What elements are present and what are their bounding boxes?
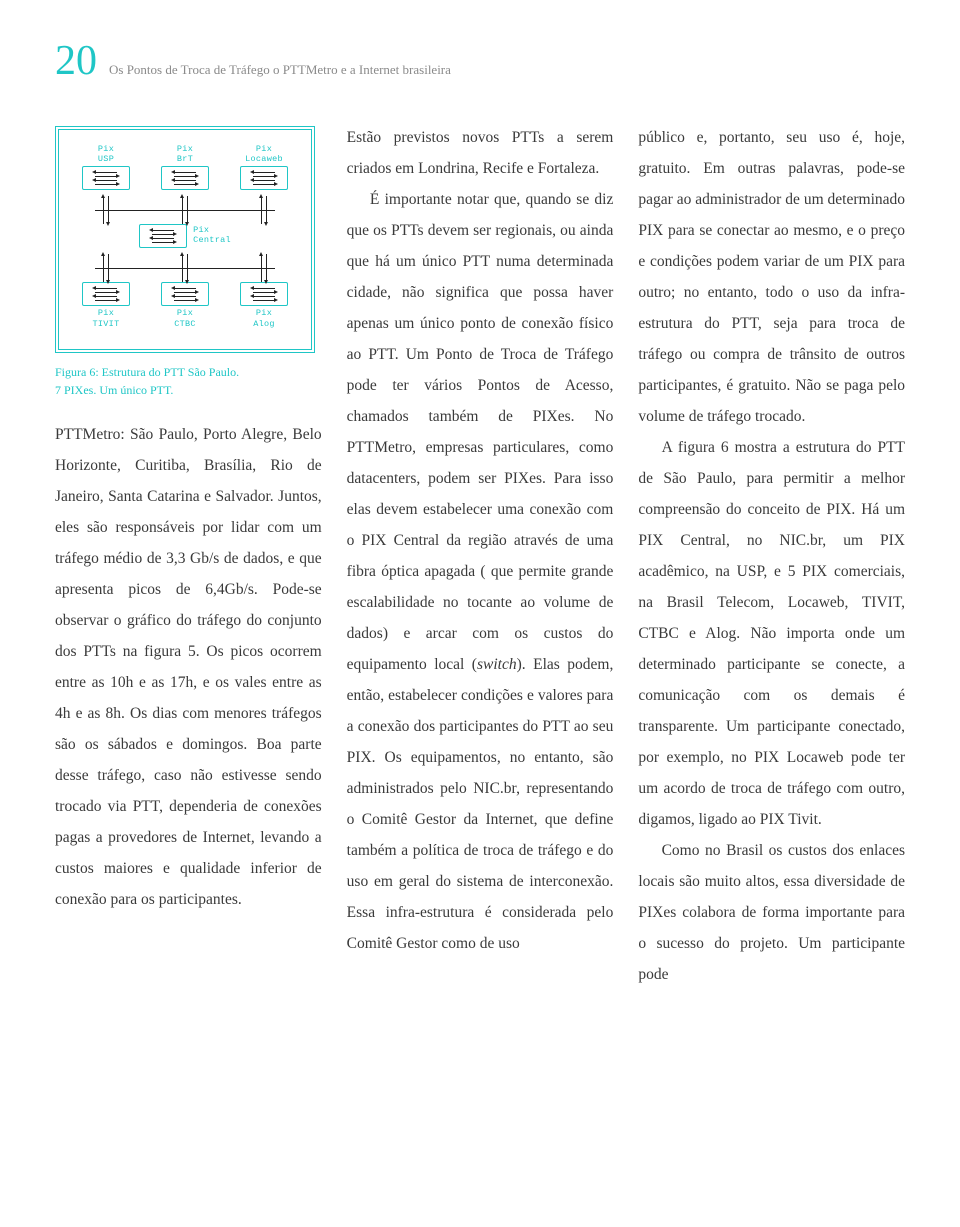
- caption-line-1: Figura 6: Estrutura do PTT São Paulo.: [55, 365, 239, 379]
- diagram-bottom-row: PixTIVIT PixCTBC: [71, 282, 299, 328]
- column-1: PixUSP PixBrT: [55, 122, 322, 990]
- diagram-mid-row: PixCentral: [71, 224, 299, 248]
- page-number: 20: [55, 40, 97, 82]
- pix-label: PixCTBC: [174, 308, 196, 328]
- diagram-connector: [95, 254, 275, 282]
- figure-6-diagram: PixUSP PixBrT: [55, 126, 315, 353]
- pix-node-tivit: PixTIVIT: [71, 282, 141, 328]
- switch-icon: [240, 166, 288, 190]
- switch-icon: [82, 166, 130, 190]
- running-title: Os Pontos de Troca de Tráfego o PTTMetro…: [109, 62, 451, 78]
- col1-paragraph-1: PTTMetro: São Paulo, Porto Alegre, Belo …: [55, 419, 322, 915]
- pix-node-usp: PixUSP: [71, 144, 141, 190]
- caption-line-2: 7 PIXes. Um único PTT.: [55, 383, 173, 397]
- pix-node-central: PixCentral: [139, 224, 231, 248]
- switch-icon: [139, 224, 187, 248]
- pix-label: PixTIVIT: [92, 308, 119, 328]
- switch-icon: [161, 282, 209, 306]
- pix-label: PixAlog: [253, 308, 275, 328]
- diagram-top-row: PixUSP PixBrT: [71, 144, 299, 190]
- pix-label: PixUSP: [98, 144, 114, 164]
- switch-icon: [240, 282, 288, 306]
- col2-paragraph-2: É importante notar que, quando se diz qu…: [347, 184, 614, 959]
- pix-node-brt: PixBrT: [150, 144, 220, 190]
- content-columns: PixUSP PixBrT: [55, 122, 905, 990]
- col2-paragraph-1: Estão previstos novos PTTs a serem criad…: [347, 122, 614, 184]
- col3-paragraph-2: A figura 6 mostra a estrutura do PTT de …: [638, 432, 905, 835]
- column-3: público e, portanto, seu uso é, hoje, gr…: [638, 122, 905, 990]
- page-header: 20 Os Pontos de Troca de Tráfego o PTTMe…: [55, 40, 905, 82]
- pix-label: PixCentral: [193, 225, 231, 245]
- figure-6-caption: Figura 6: Estrutura do PTT São Paulo. 7 …: [55, 363, 315, 399]
- col3-paragraph-1: público e, portanto, seu uso é, hoje, gr…: [638, 122, 905, 432]
- pix-label: PixLocaweb: [245, 144, 283, 164]
- italic-switch: switch: [477, 656, 517, 673]
- pix-label: PixBrT: [177, 144, 193, 164]
- column-2: Estão previstos novos PTTs a serem criad…: [347, 122, 614, 990]
- switch-icon: [161, 166, 209, 190]
- pix-node-ctbc: PixCTBC: [150, 282, 220, 328]
- col3-paragraph-3: Como no Brasil os custos dos enlaces loc…: [638, 835, 905, 990]
- pix-node-locaweb: PixLocaweb: [229, 144, 299, 190]
- diagram-connector: [95, 196, 275, 224]
- pix-node-alog: PixAlog: [229, 282, 299, 328]
- switch-icon: [82, 282, 130, 306]
